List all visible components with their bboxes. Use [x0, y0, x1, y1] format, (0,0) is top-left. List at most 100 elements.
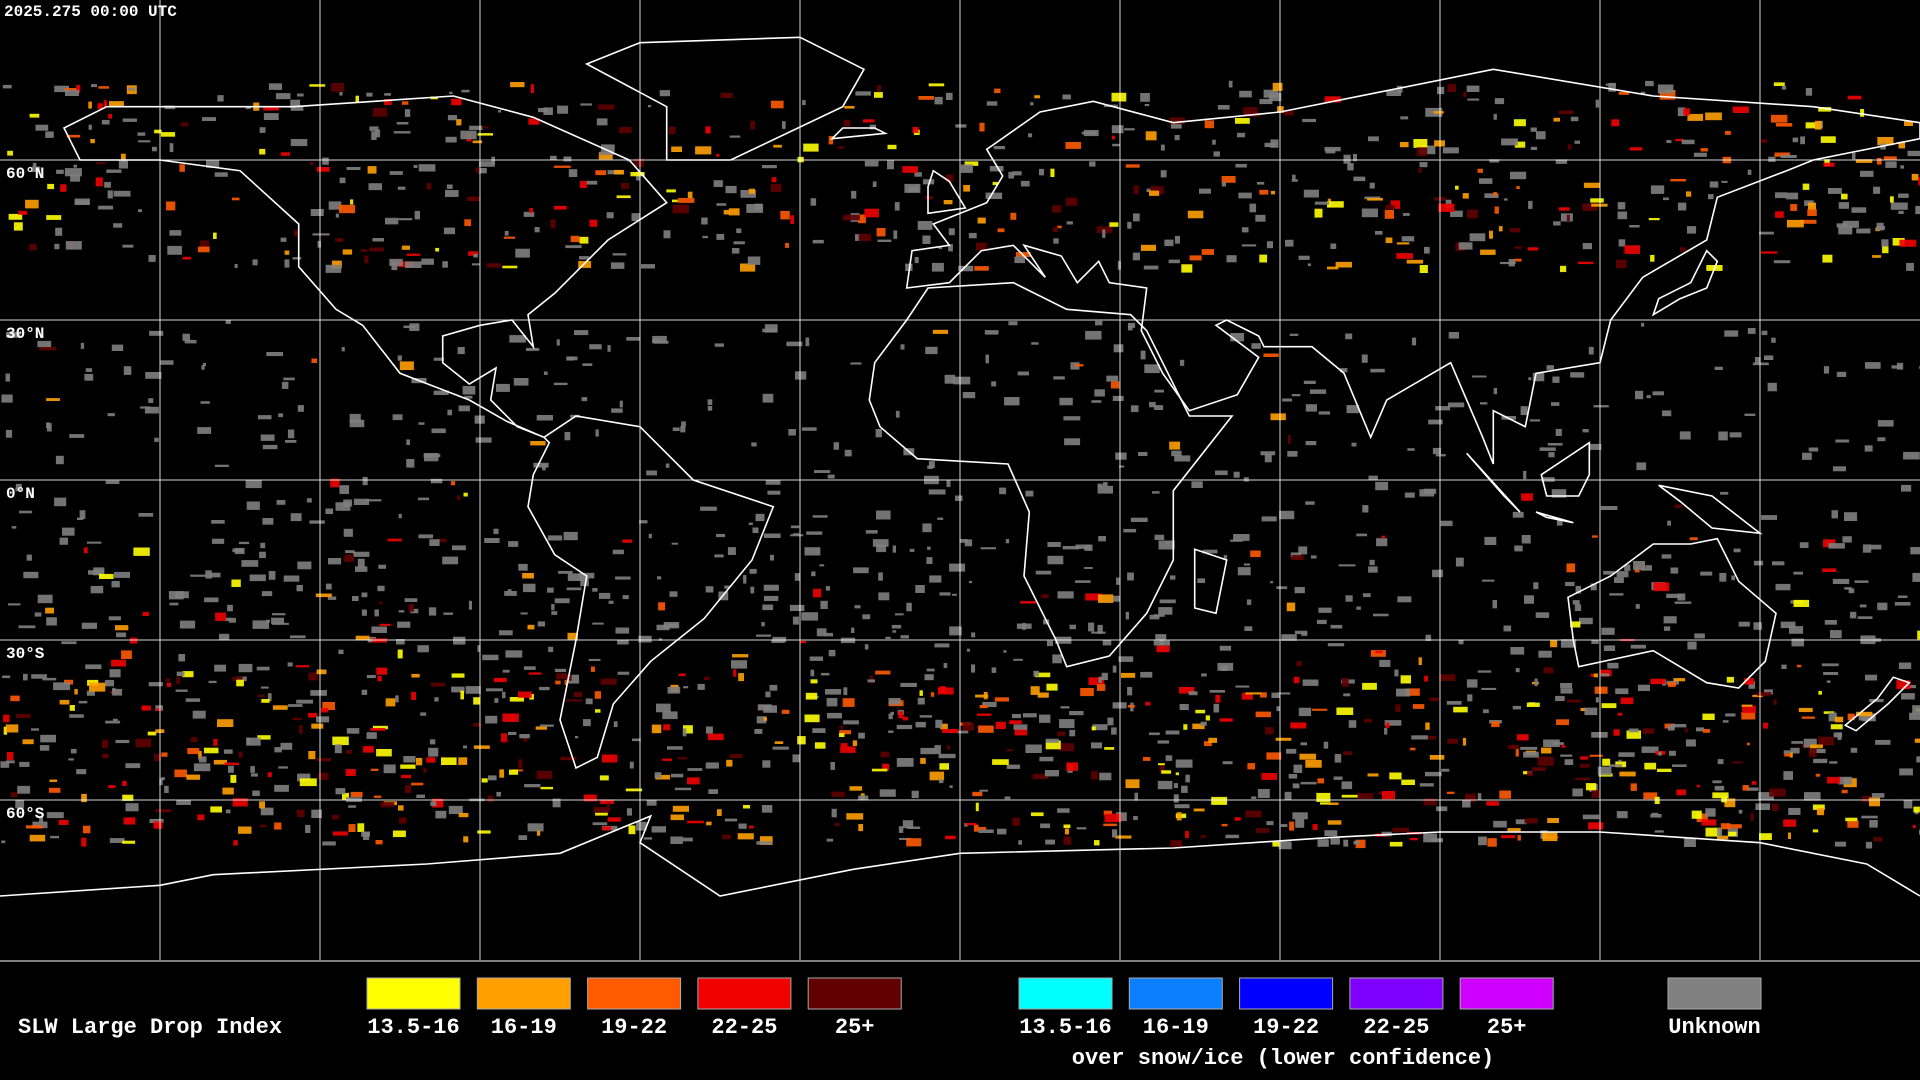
cloud-pixel	[1494, 98, 1505, 105]
cloud-pixel	[1373, 613, 1389, 617]
cloud-pixel	[1543, 667, 1554, 674]
cloud-pixel	[1442, 147, 1459, 154]
cloud-pixel	[341, 347, 345, 352]
cloud-pixel	[457, 347, 465, 355]
cloud-pixel	[1095, 320, 1103, 326]
cloud-pixel	[1827, 188, 1842, 194]
cloud-pixel	[599, 775, 609, 781]
cloud-pixel	[181, 122, 189, 127]
cloud-pixel	[1603, 570, 1615, 575]
cloud-pixel	[932, 329, 949, 334]
cloud-pixel	[1286, 602, 1296, 612]
cloud-pixel	[1667, 520, 1671, 526]
cloud-pixel	[763, 584, 779, 591]
cloud-pixel	[1370, 650, 1386, 657]
cloud-pixel	[1305, 501, 1315, 505]
cloud-pixel	[924, 674, 934, 681]
cloud-pixel	[1752, 362, 1769, 366]
cloud-pixel	[891, 624, 902, 629]
cloud-pixel	[994, 697, 1009, 702]
cloud-pixel	[1241, 244, 1257, 247]
cloud-pixel	[1582, 429, 1589, 433]
cloud-pixel	[260, 686, 269, 689]
cloud-pixel	[154, 437, 159, 442]
cloud-pixel	[1816, 808, 1825, 816]
cloud-pixel	[15, 713, 31, 719]
cloud-pixel	[1903, 799, 1913, 809]
cloud-pixel	[1161, 770, 1172, 774]
cloud-pixel	[1300, 781, 1317, 785]
cloud-pixel	[398, 513, 402, 519]
cloud-pixel	[672, 427, 680, 431]
cloud-pixel	[1859, 604, 1867, 608]
cloud-pixel	[1112, 665, 1117, 673]
cloud-pixel	[843, 687, 848, 696]
cloud-pixel	[1484, 536, 1497, 545]
cloud-pixel	[1674, 504, 1683, 508]
cloud-pixel	[746, 204, 764, 213]
cloud-pixel	[308, 712, 318, 718]
cloud-pixel	[1527, 771, 1533, 777]
cloud-pixel	[839, 725, 843, 729]
cloud-pixel	[1591, 639, 1599, 644]
cloud-pixel	[983, 691, 988, 700]
cloud-pixel	[466, 196, 481, 202]
cloud-pixel	[1392, 827, 1409, 833]
cloud-pixel	[453, 636, 466, 645]
cloud-pixel	[1747, 328, 1756, 334]
cloud-pixel	[463, 745, 467, 749]
cloud-pixel	[1535, 131, 1546, 140]
cloud-pixel	[1343, 154, 1351, 164]
cloud-pixel	[1009, 720, 1022, 725]
cloud-pixel	[499, 630, 513, 636]
cloud-pixel	[327, 596, 337, 600]
cloud-pixel	[1230, 333, 1245, 342]
cloud-pixel	[1509, 228, 1521, 233]
cloud-pixel	[281, 381, 289, 389]
cloud-pixel	[1809, 749, 1826, 754]
cloud-pixel	[1865, 674, 1878, 681]
cloud-pixel	[900, 635, 909, 639]
cloud-pixel	[3, 714, 10, 723]
cloud-pixel	[792, 616, 799, 625]
cloud-pixel	[631, 213, 641, 222]
cloud-pixel	[1150, 186, 1164, 194]
cloud-pixel	[651, 826, 666, 833]
cloud-pixel	[1102, 229, 1106, 238]
cloud-pixel	[643, 837, 653, 840]
cloud-pixel	[1515, 748, 1519, 757]
cloud-pixel	[1591, 789, 1600, 798]
cloud-pixel	[84, 373, 94, 381]
cloud-pixel	[1917, 630, 1920, 640]
cloud-pixel	[274, 822, 282, 830]
cloud-pixel	[722, 834, 731, 840]
cloud-pixel	[379, 601, 383, 605]
cloud-pixel	[1409, 838, 1418, 841]
cloud-pixel	[1761, 251, 1778, 254]
cloud-pixel	[1429, 697, 1439, 702]
cloud-pixel	[1423, 833, 1438, 843]
cloud-pixel	[211, 520, 225, 524]
cloud-pixel	[1872, 255, 1882, 258]
cloud-pixel	[376, 667, 388, 675]
cloud-pixel	[1351, 442, 1357, 447]
cloud-pixel	[1047, 555, 1064, 565]
cloud-pixel	[1115, 452, 1127, 460]
cloud-pixel	[90, 139, 95, 144]
cloud-pixel	[1243, 107, 1258, 116]
cloud-pixel	[761, 805, 773, 813]
cloud-pixel	[1179, 359, 1185, 366]
cloud-pixel	[1725, 713, 1736, 717]
cloud-pixel	[1346, 405, 1360, 414]
cloud-pixel	[1499, 790, 1511, 799]
cloud-pixel	[762, 393, 774, 403]
cloud-pixel	[945, 92, 953, 100]
cloud-pixel	[510, 82, 525, 88]
cloud-pixel	[346, 728, 360, 734]
cloud-pixel	[128, 87, 136, 91]
cloud-pixel	[374, 609, 379, 617]
cloud-pixel	[236, 679, 244, 687]
cloud-pixel	[1278, 841, 1292, 850]
cloud-pixel	[610, 262, 625, 269]
cloud-pixel	[1580, 708, 1587, 712]
